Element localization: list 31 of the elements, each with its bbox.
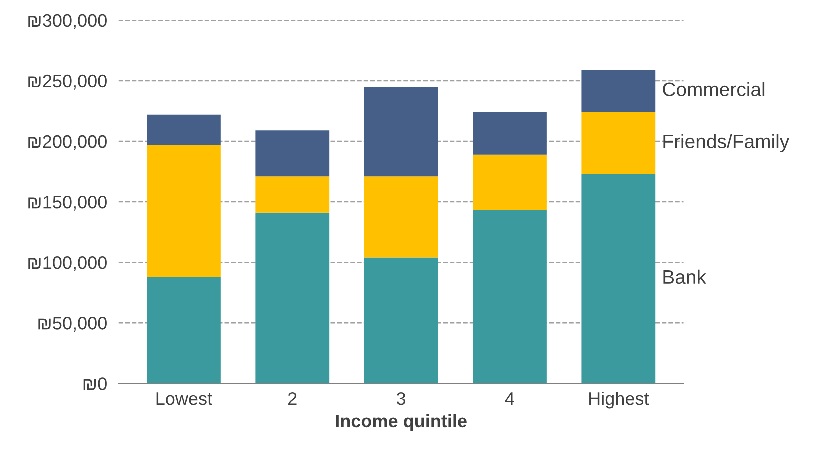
y-tick-label: ₪300,000	[28, 14, 107, 30]
series-label: Commercial	[663, 82, 765, 96]
bar	[364, 176, 438, 258]
x-axis-title: Income quintile	[336, 414, 467, 432]
bar	[256, 212, 330, 384]
x-tick-label: Highest	[590, 392, 650, 409]
bar	[582, 174, 656, 384]
series-label: Friends/Family	[664, 134, 790, 152]
bar	[582, 70, 656, 112]
x-tick-label: Lowest	[156, 392, 212, 406]
x-tick-label: 4	[505, 392, 514, 406]
x-tick-label: 3	[396, 392, 406, 406]
bar	[147, 114, 221, 146]
y-tick-label: ₪250,000	[28, 74, 107, 90]
bar	[582, 112, 656, 174]
bar	[364, 258, 438, 384]
bar	[147, 277, 221, 384]
x-tick-label: 2	[288, 392, 297, 406]
series-label: Bank	[664, 270, 706, 284]
bar	[473, 112, 547, 155]
bar	[473, 210, 547, 384]
y-tick-label: ₪100,000	[28, 256, 107, 272]
bar	[364, 87, 438, 177]
bar	[147, 145, 221, 278]
y-tick-label: ₪50,000	[38, 317, 107, 332]
bar	[256, 176, 330, 213]
y-tick-label: ₪200,000	[28, 135, 107, 150]
y-tick-label: ₪150,000	[28, 196, 107, 211]
bar	[256, 130, 330, 177]
y-tick-label: ₪0	[84, 378, 107, 390]
bar	[473, 154, 547, 211]
